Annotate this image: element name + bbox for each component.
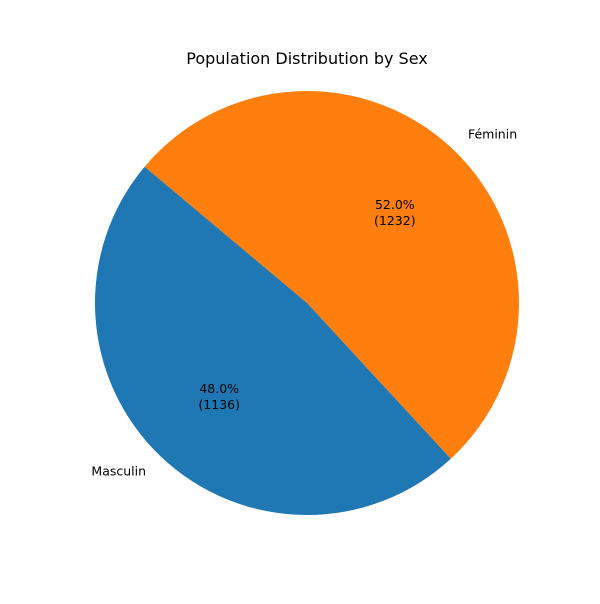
chart-title: Population Distribution by Sex — [186, 49, 427, 68]
slice-label-féminin: Féminin — [468, 126, 517, 141]
pie-slice-masculin — [95, 166, 451, 515]
slice-count-féminin: (1232) — [374, 213, 416, 228]
slice-percent-masculin: 48.0% — [199, 381, 239, 396]
slice-percent-féminin: 52.0% — [375, 197, 415, 212]
pie-labels: Féminin 52.0%(1232) Masculin 48.0%(1136) — [91, 126, 517, 478]
pie-slices — [95, 90, 520, 515]
slice-label-masculin: Masculin — [91, 464, 146, 479]
pie-slice-féminin — [144, 90, 520, 459]
slice-count-masculin: (1136) — [198, 397, 240, 412]
